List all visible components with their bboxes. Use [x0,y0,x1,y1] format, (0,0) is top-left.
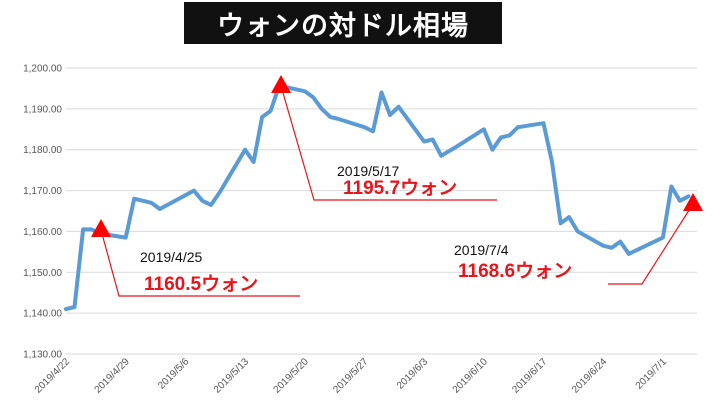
chart-title: ウォンの対ドル相場 [217,10,469,42]
annotation-date: 2019/7/4 [454,242,509,258]
annotation-date: 2019/5/17 [337,163,399,179]
y-tick-label: 1,180.00 [23,145,62,156]
y-tick-label: 1,190.00 [23,104,62,115]
y-tick-label: 1,140.00 [23,309,62,320]
x-tick-label: 2019/5/13 [212,356,252,396]
x-tick-label: 2019/5/20 [272,356,312,396]
x-tick-label: 2019/5/6 [156,356,192,392]
x-tick-label: 2019/4/22 [33,356,73,396]
x-tick-label: 2019/5/27 [331,356,371,396]
annotation-leader-line [608,203,694,285]
annotation-value: 1160.5ウォン [144,273,258,295]
x-tick-label: 2019/7/1 [634,356,670,392]
annotation-date: 2019/4/25 [140,249,202,265]
y-tick-label: 1,170.00 [23,186,62,197]
x-tick-label: 2019/6/24 [570,356,610,396]
rate-series-line [64,83,691,312]
chart-title-box: ウォンの対ドル相場 [184,2,502,44]
annotation-value: 1195.7ウォン [343,177,457,199]
x-tick-label: 2019/6/10 [451,356,491,396]
x-tick-label: 2019/6/3 [395,356,431,392]
y-tick-label: 1,130.00 [23,350,62,361]
annotation-leader-line [100,229,300,297]
annotation-marker [91,219,111,237]
x-tick-label: 2019/6/17 [510,356,550,396]
annotation-leader-line [280,85,497,201]
y-tick-label: 1,160.00 [23,227,62,238]
annotation-marker [683,193,703,211]
y-tick-label: 1,150.00 [23,268,62,279]
annotation-marker [271,75,291,93]
y-tick-label: 1,200.00 [23,64,62,75]
x-tick-label: 2019/4/29 [93,356,133,396]
annotation-value: 1168.6ウォン [458,260,572,282]
